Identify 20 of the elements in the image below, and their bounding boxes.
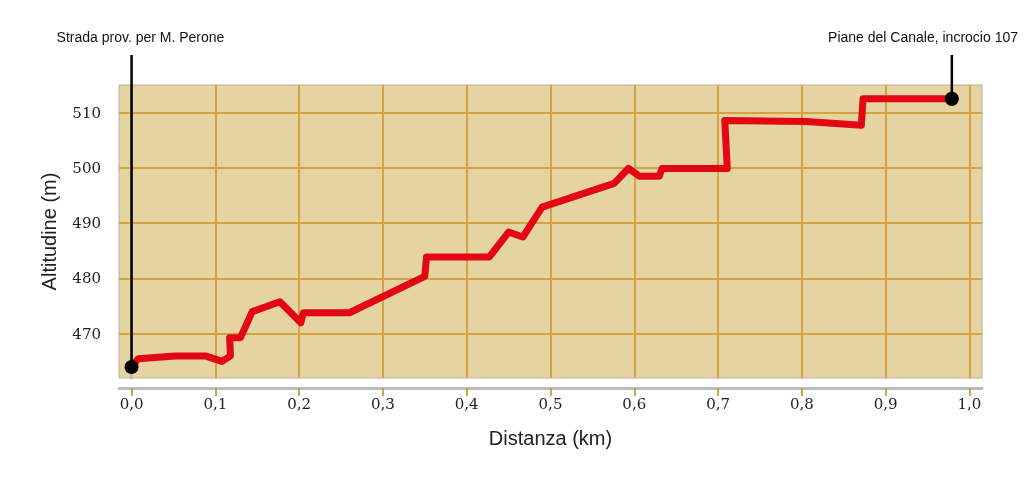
x-tick-label: 0,9 — [873, 394, 898, 413]
x-tick-label: 0,7 — [706, 394, 730, 413]
x-tick-label: 0,8 — [789, 394, 814, 413]
y-tick-label: 500 — [72, 158, 101, 177]
x-tick-label: 0,0 — [119, 394, 144, 413]
x-tick-label: 0,5 — [538, 394, 563, 413]
x-tick-label: 0,6 — [622, 394, 647, 413]
y-tick-label: 480 — [72, 269, 101, 288]
x-tick-label: 0,1 — [203, 394, 228, 413]
x-tick-label: 0,2 — [287, 394, 312, 413]
x-tick-label: 0,4 — [454, 394, 479, 413]
y-axis-title: Altitudine (m) — [38, 172, 60, 291]
y-tick-label: 490 — [72, 214, 101, 233]
x-tick-label: 0,3 — [371, 394, 395, 413]
x-tick-label: 1,0 — [957, 394, 982, 413]
y-tick-label: 470 — [72, 324, 101, 343]
x-axis-title: Distanza (km) — [488, 427, 613, 449]
annotation: Piane del Canale, incrocio 107 — [828, 29, 1019, 45]
annotation: Strada prov. per M. Perone — [56, 29, 225, 45]
y-tick-label: 510 — [72, 103, 101, 122]
